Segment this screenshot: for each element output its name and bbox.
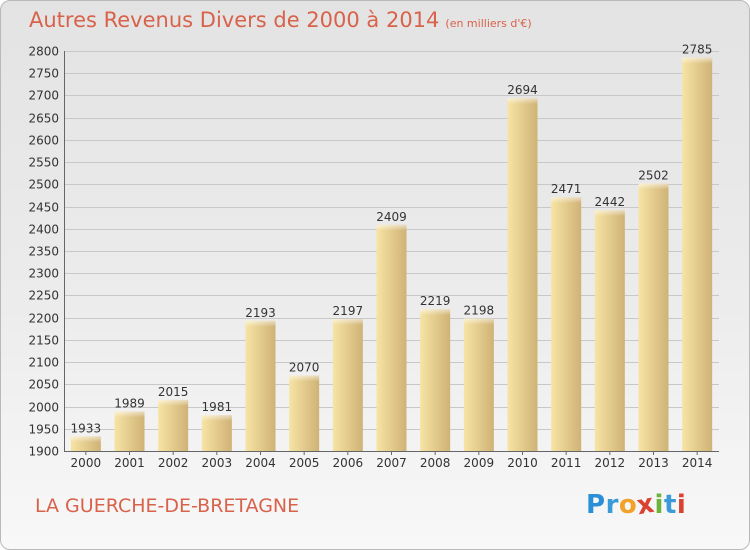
x-tick-label: 2010: [507, 456, 538, 470]
logo-letter: o: [618, 490, 638, 520]
y-tick-label: 2750: [28, 67, 59, 81]
bar-highlight: [289, 375, 320, 382]
bar-highlight: [594, 210, 625, 217]
bar-2005: [289, 375, 320, 451]
bar-2009: [463, 318, 494, 451]
bar-highlight: [201, 415, 232, 421]
data-label: 2409: [376, 210, 407, 224]
data-label: 1989: [114, 396, 145, 410]
bar-2011: [551, 197, 582, 451]
logo-letter: r: [605, 490, 619, 520]
data-label: 2442: [595, 195, 626, 209]
chart-title: Autres Revenus Divers de 2000 à 2014 (en …: [29, 8, 532, 32]
x-tick-label: 2003: [202, 456, 233, 470]
y-tick-label: 2050: [28, 378, 59, 392]
data-label: 2015: [158, 385, 189, 399]
y-tick-label: 2500: [28, 178, 59, 192]
bar-2004: [245, 320, 276, 451]
x-tick-label: 2005: [289, 456, 320, 470]
y-tick-label: 2300: [28, 267, 59, 281]
data-label: 2197: [333, 304, 364, 318]
bar-2008: [420, 309, 451, 451]
data-label: 2219: [420, 294, 451, 308]
bar-highlight: [376, 224, 407, 231]
logo-letter: P: [586, 490, 606, 520]
bar-highlight: [70, 436, 101, 443]
y-tick-label: 2600: [28, 134, 59, 148]
data-label: 1933: [71, 421, 102, 435]
bar-2002: [158, 399, 189, 451]
x-tick-label: 2001: [114, 456, 145, 470]
x-tick-label: 2013: [638, 456, 669, 470]
x-tick-label: 2011: [551, 456, 582, 470]
bar-highlight: [463, 318, 494, 325]
x-tick-label: 2000: [71, 456, 102, 470]
data-label: 2193: [245, 306, 276, 320]
proxiti-logo: Proxiti: [586, 489, 687, 522]
bar-2006: [332, 319, 363, 451]
bar-2012: [594, 210, 625, 451]
data-label: 2502: [638, 168, 669, 182]
bar-highlight: [682, 57, 713, 64]
chart-title-main: Autres Revenus Divers de 2000 à 2014: [29, 8, 440, 32]
x-tick-label: 2012: [595, 456, 626, 470]
x-tick-label: 2009: [464, 456, 495, 470]
x-tick-label: 2008: [420, 456, 451, 470]
y-tick-label: 1900: [28, 445, 59, 459]
y-tick-label: 2450: [28, 201, 59, 215]
data-label: 2198: [464, 304, 495, 318]
bar-2014: [682, 57, 713, 452]
data-label: 1981: [202, 400, 233, 414]
y-tick-label: 2100: [28, 356, 59, 370]
logo-letter: i: [676, 490, 687, 520]
bar-highlight: [332, 319, 363, 325]
bar-2013: [638, 183, 669, 451]
bar-highlight: [420, 309, 451, 316]
data-label: 2694: [507, 83, 538, 97]
x-tick-label: 2014: [682, 456, 713, 470]
bar-2001: [114, 411, 145, 451]
y-tick-label: 1950: [28, 423, 59, 437]
data-label: 2471: [551, 182, 582, 196]
data-label: 2785: [682, 43, 713, 57]
bar-highlight: [114, 411, 145, 418]
x-tick-label: 2007: [376, 456, 407, 470]
y-tick-label: 2200: [28, 312, 59, 326]
bar-highlight: [638, 183, 669, 190]
bar-2007: [376, 224, 407, 451]
bar-highlight: [507, 98, 538, 105]
bar-highlight: [245, 320, 276, 327]
y-tick-label: 2350: [28, 245, 59, 259]
bar-2010: [507, 98, 538, 451]
y-tick-label: 2700: [28, 89, 59, 103]
x-tick-label: 2002: [158, 456, 189, 470]
y-tick-label: 2650: [28, 112, 59, 126]
y-tick-label: 2550: [28, 156, 59, 170]
axes: 1900 1950 2000 2050 2100 2150 2200 2250 2300 2350…: [28, 45, 719, 470]
x-tick-label: 2004: [245, 456, 276, 470]
y-tick-label: 2150: [28, 334, 59, 348]
logo-letter: t: [663, 490, 677, 520]
y-tick-label: 2400: [28, 223, 59, 237]
x-tick-label: 2006: [333, 456, 364, 470]
data-labels: 1933 1989 2015 1981 2193 2070 2197 2409 2219 2198…: [71, 43, 713, 436]
location-label: LA GUERCHE-DE-BRETAGNE: [35, 495, 300, 517]
bar-highlight: [551, 197, 582, 204]
chart-title-unit: (en milliers d'€): [445, 17, 532, 30]
logo-letter: i: [654, 490, 664, 520]
y-tick-label: 2800: [28, 45, 59, 59]
y-tick-label: 2250: [28, 289, 59, 303]
bar-highlight: [158, 399, 189, 406]
data-label: 2070: [289, 360, 320, 374]
bars: [70, 57, 713, 452]
y-tick-label: 2000: [28, 401, 59, 415]
